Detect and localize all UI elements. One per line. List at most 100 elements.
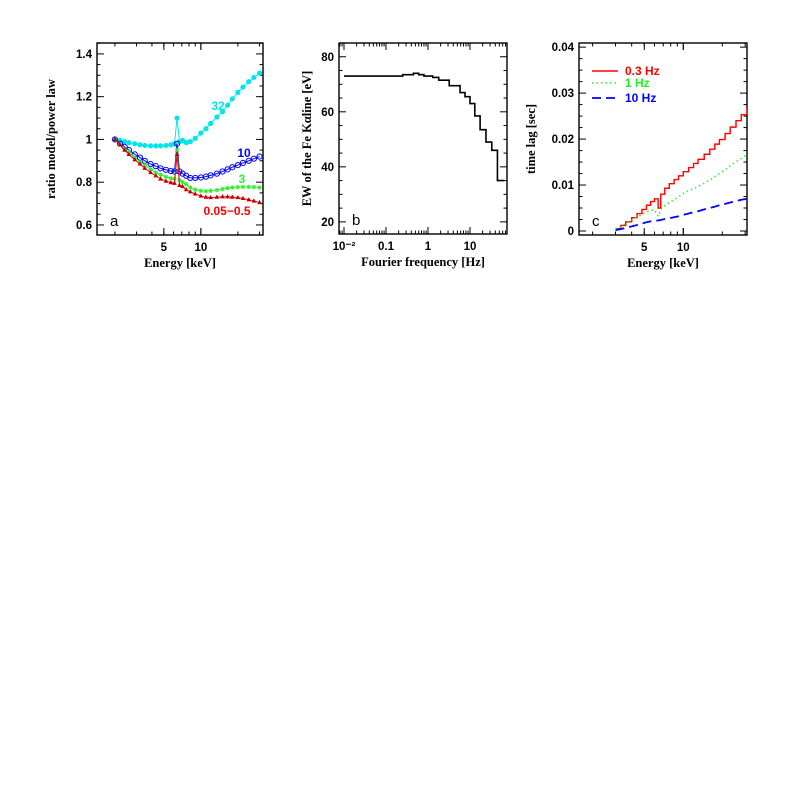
data-point — [132, 141, 138, 147]
plot-frame — [338, 42, 508, 235]
data-point — [239, 159, 247, 167]
data-point — [148, 169, 153, 175]
series-line — [615, 107, 748, 230]
data-point — [147, 143, 154, 149]
data-point — [219, 109, 226, 115]
data-point — [142, 165, 148, 170]
data-point — [198, 188, 204, 193]
data-point — [245, 157, 252, 164]
data-point — [172, 180, 177, 185]
series-2: 10 Hz — [592, 91, 748, 231]
data-point — [122, 138, 128, 145]
data-point — [180, 183, 185, 189]
series-label: 3 — [239, 172, 246, 186]
series-label: 0.05−0.5 — [203, 204, 250, 218]
data-point — [257, 185, 262, 190]
data-point — [137, 161, 143, 166]
y-axis-label: EW of the Fe Kαline [eV] — [300, 71, 314, 207]
x-tick-label: 10 — [677, 242, 690, 254]
data-point — [163, 142, 169, 149]
data-point — [246, 184, 251, 190]
x-axis-label: Energy [keV] — [627, 256, 699, 270]
y-tick-label: 80 — [321, 52, 334, 64]
data-point — [126, 151, 132, 156]
data-point — [219, 168, 226, 175]
data-point — [225, 194, 231, 199]
data-point — [251, 184, 257, 190]
data-point — [230, 185, 235, 190]
data-point — [225, 185, 230, 191]
y-tick-label: 20 — [321, 217, 334, 229]
y-axis-label: ratio model/power law — [44, 79, 58, 199]
data-point — [235, 89, 241, 95]
data-point — [153, 173, 159, 178]
data-point — [203, 126, 209, 132]
series-0: 0.3 Hz — [592, 64, 748, 230]
data-point — [220, 194, 225, 199]
panel-a: 5 10 0.6 0.8 1 1.2 1.4 Energy [keV] ratio model/… — [44, 42, 264, 270]
data-point — [148, 167, 153, 172]
ew-step-line — [344, 72, 504, 182]
data-point — [246, 79, 252, 85]
data-point — [112, 136, 118, 142]
x-tick-label: 10 — [194, 242, 207, 254]
y-tick-label: 0.02 — [552, 134, 574, 146]
data-point — [163, 174, 169, 180]
data-point — [256, 153, 263, 160]
x-tick-label: 5 — [161, 242, 168, 254]
data-point — [157, 165, 164, 172]
x-axis-label: Fourier frequency [Hz] — [361, 255, 485, 269]
data-point — [214, 194, 220, 199]
panel-letter: c — [592, 213, 600, 230]
series-0: 32 — [112, 70, 263, 149]
data-point — [173, 140, 181, 147]
data-point — [257, 199, 262, 205]
data-point — [240, 84, 246, 90]
data-point — [229, 164, 236, 171]
y-tick-label: 60 — [321, 107, 334, 119]
x-tick-label: 10⁻² — [333, 241, 356, 253]
data-point — [184, 182, 189, 187]
data-point — [203, 188, 209, 194]
data-point — [111, 136, 119, 143]
data-point — [158, 172, 163, 177]
y-axis-label: time lag [sec] — [524, 104, 538, 174]
data-point — [229, 96, 235, 102]
x-tick-label: 5 — [641, 242, 648, 254]
data-point — [203, 194, 209, 199]
data-point — [251, 198, 257, 203]
y-tick-label: 1 — [86, 134, 93, 146]
data-point — [180, 179, 185, 185]
panel-b: 10⁻² 0.1 1 10 20 40 60 80 Fourier frequency [Hz]… — [300, 42, 508, 269]
data-point — [256, 70, 263, 76]
data-point — [137, 142, 143, 148]
y-tick-label: 0 — [568, 226, 574, 238]
data-point — [235, 184, 241, 190]
data-point — [251, 74, 257, 81]
data-point — [167, 167, 174, 175]
legend-label: 1 Hz — [625, 76, 650, 90]
data-point — [240, 195, 246, 201]
data-point — [192, 135, 198, 141]
series-3: 0.05−0.5 — [112, 136, 262, 218]
legend-label: 0.3 Hz — [625, 64, 660, 78]
data-point — [208, 120, 214, 126]
data-point — [220, 186, 225, 192]
x-tick-label: 1 — [425, 241, 432, 253]
legend-label: 10 Hz — [625, 91, 656, 105]
data-point — [126, 140, 132, 146]
data-point — [177, 182, 182, 187]
data-point — [213, 170, 221, 177]
y-tick-label: 1.2 — [76, 92, 92, 104]
data-point — [142, 162, 148, 168]
series-line — [114, 139, 260, 179]
y-tick-label: 0.8 — [76, 177, 93, 189]
data-point — [132, 157, 138, 162]
y-tick-label: 0.03 — [552, 88, 574, 100]
panel-letter: a — [110, 213, 119, 230]
data-point — [158, 176, 163, 181]
data-point — [208, 188, 213, 193]
data-point — [153, 143, 159, 149]
